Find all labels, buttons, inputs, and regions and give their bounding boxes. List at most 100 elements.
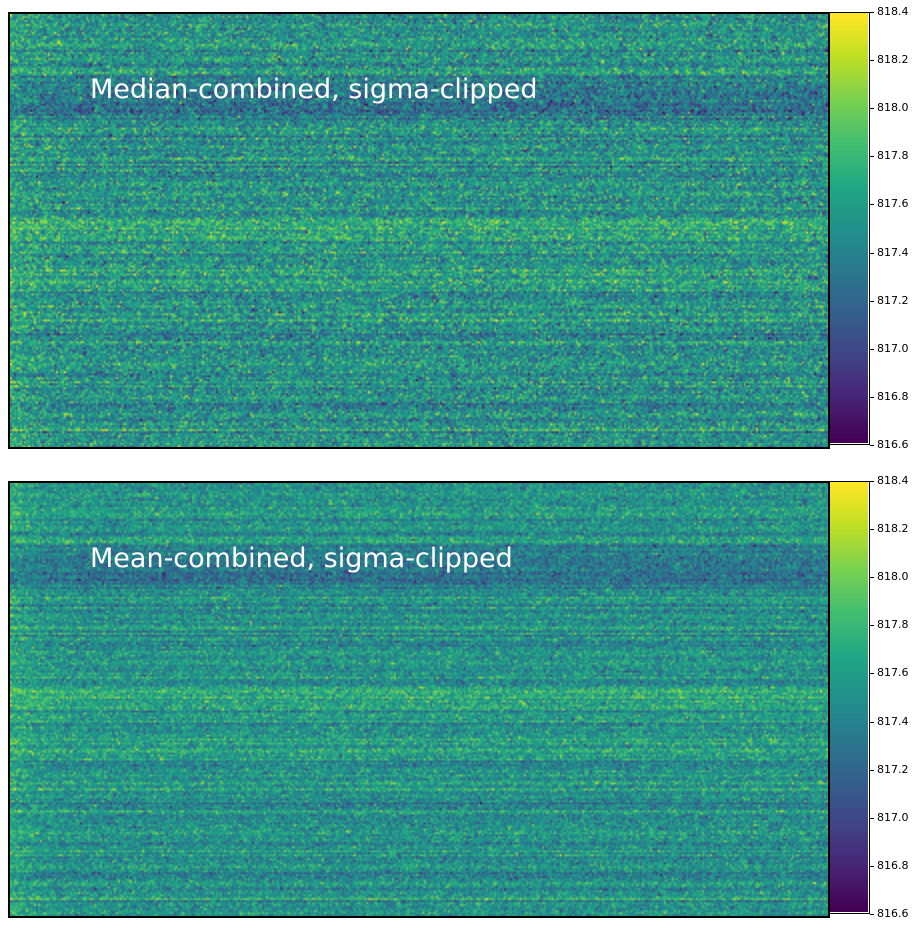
colorbar-step — [830, 176, 868, 182]
colorbar-step — [830, 529, 868, 535]
colorbar-tick-mark — [870, 914, 874, 915]
colorbar-step — [830, 537, 868, 543]
colorbar-step — [830, 193, 868, 199]
colorbar-step — [830, 425, 868, 431]
colorbar-step — [830, 116, 868, 122]
colorbar-tick-mark — [870, 769, 874, 771]
colorbar-step — [830, 679, 868, 685]
colorbar-step — [830, 593, 868, 599]
colorbar-step — [830, 499, 868, 505]
colorbar-tick-mark — [870, 348, 874, 350]
colorbar-step — [830, 761, 868, 767]
colorbar-step — [830, 568, 868, 573]
colorbar-step — [830, 228, 868, 233]
colorbar-step — [830, 90, 868, 96]
colorbar-step — [830, 598, 868, 603]
colorbar-step — [830, 387, 868, 392]
colorbar-step — [830, 869, 868, 874]
colorbar-step — [830, 482, 868, 487]
colorbar-step — [830, 167, 868, 173]
colorbar-step — [830, 830, 868, 836]
median-colorbar-ticks: 816.6 816.8 817.0 817.2 817.4 817.6 817.8 818.0… — [870, 5, 921, 451]
colorbar-step — [830, 283, 868, 289]
colorbar-step — [830, 77, 868, 83]
colorbar-step — [830, 38, 868, 44]
colorbar-step — [830, 253, 868, 259]
colorbar-step — [830, 877, 868, 883]
colorbar-step — [830, 180, 868, 186]
mean-panel: Mean-combined, sigma-clipped 816.6 816.8 8… — [0, 474, 921, 920]
colorbar-step — [830, 412, 868, 418]
colorbar-step — [830, 632, 868, 638]
colorbar-step — [830, 365, 868, 371]
colorbar-step — [830, 34, 868, 40]
colorbar-tick-mark — [870, 673, 874, 675]
colorbar-step — [830, 279, 868, 285]
colorbar-step — [830, 159, 868, 165]
colorbar-step — [830, 223, 868, 229]
colorbar-step — [830, 352, 868, 358]
colorbar-step — [830, 864, 868, 870]
colorbar-step — [830, 266, 868, 272]
colorbar-step — [830, 774, 868, 780]
colorbar-step — [830, 339, 868, 345]
colorbar-tick-mark — [870, 60, 874, 62]
colorbar-step — [830, 73, 868, 79]
colorbar-step — [830, 671, 868, 677]
colorbar-tick-label: 817.0 — [877, 341, 909, 355]
colorbar-tick-label: 816.8 — [877, 858, 909, 872]
colorbar-step — [830, 821, 868, 827]
colorbar-step — [830, 697, 868, 702]
colorbar-step — [830, 722, 868, 728]
colorbar-step — [830, 249, 868, 255]
colorbar-step — [830, 826, 868, 831]
colorbar-step — [830, 770, 868, 775]
colorbar-step — [830, 357, 868, 362]
colorbar-step — [830, 714, 868, 720]
colorbar-step — [830, 873, 868, 879]
colorbar-tick-label: 817.4 — [877, 714, 909, 728]
colorbar-step — [830, 395, 868, 401]
colorbar-tick-label: 817.6 — [877, 666, 909, 680]
colorbar-step — [830, 314, 868, 319]
colorbar-step — [830, 43, 868, 48]
colorbar-step — [830, 240, 868, 246]
colorbar-tick-label: 816.8 — [877, 389, 909, 403]
colorbar-step — [830, 331, 868, 337]
colorbar-step — [830, 559, 868, 565]
colorbar-step — [830, 490, 868, 496]
colorbar-tick-label: 818.2 — [877, 53, 909, 67]
colorbar-step — [830, 800, 868, 806]
colorbar-step — [830, 752, 868, 758]
colorbar-step — [830, 516, 868, 522]
colorbar-step — [830, 684, 868, 689]
colorbar-step — [830, 262, 868, 268]
colorbar-step — [830, 47, 868, 53]
mean-colorbar — [829, 481, 870, 914]
colorbar-step — [830, 288, 868, 294]
colorbar-tick-label: 817.8 — [877, 618, 909, 632]
colorbar-step — [830, 778, 868, 784]
colorbar-step — [830, 335, 868, 341]
colorbar-step — [830, 301, 868, 306]
colorbar-step — [830, 727, 868, 732]
colorbar-step — [830, 391, 868, 397]
colorbar-step — [830, 701, 868, 707]
colorbar-step — [830, 740, 868, 745]
colorbar-step — [830, 856, 868, 861]
colorbar-step — [830, 124, 868, 130]
colorbar-step — [830, 838, 868, 844]
colorbar-step — [830, 210, 868, 216]
colorbar-step — [830, 666, 868, 672]
colorbar-step — [830, 215, 868, 220]
colorbar-tick-label: 818.2 — [877, 522, 909, 536]
colorbar-tick-mark — [870, 529, 874, 531]
colorbar-step — [830, 847, 868, 853]
colorbar-step — [830, 654, 868, 659]
colorbar-step — [830, 107, 868, 113]
colorbar-step — [830, 589, 868, 595]
colorbar-step — [830, 318, 868, 324]
colorbar-step — [830, 245, 868, 251]
colorbar-tick-mark — [870, 108, 874, 110]
colorbar-step — [830, 555, 868, 560]
